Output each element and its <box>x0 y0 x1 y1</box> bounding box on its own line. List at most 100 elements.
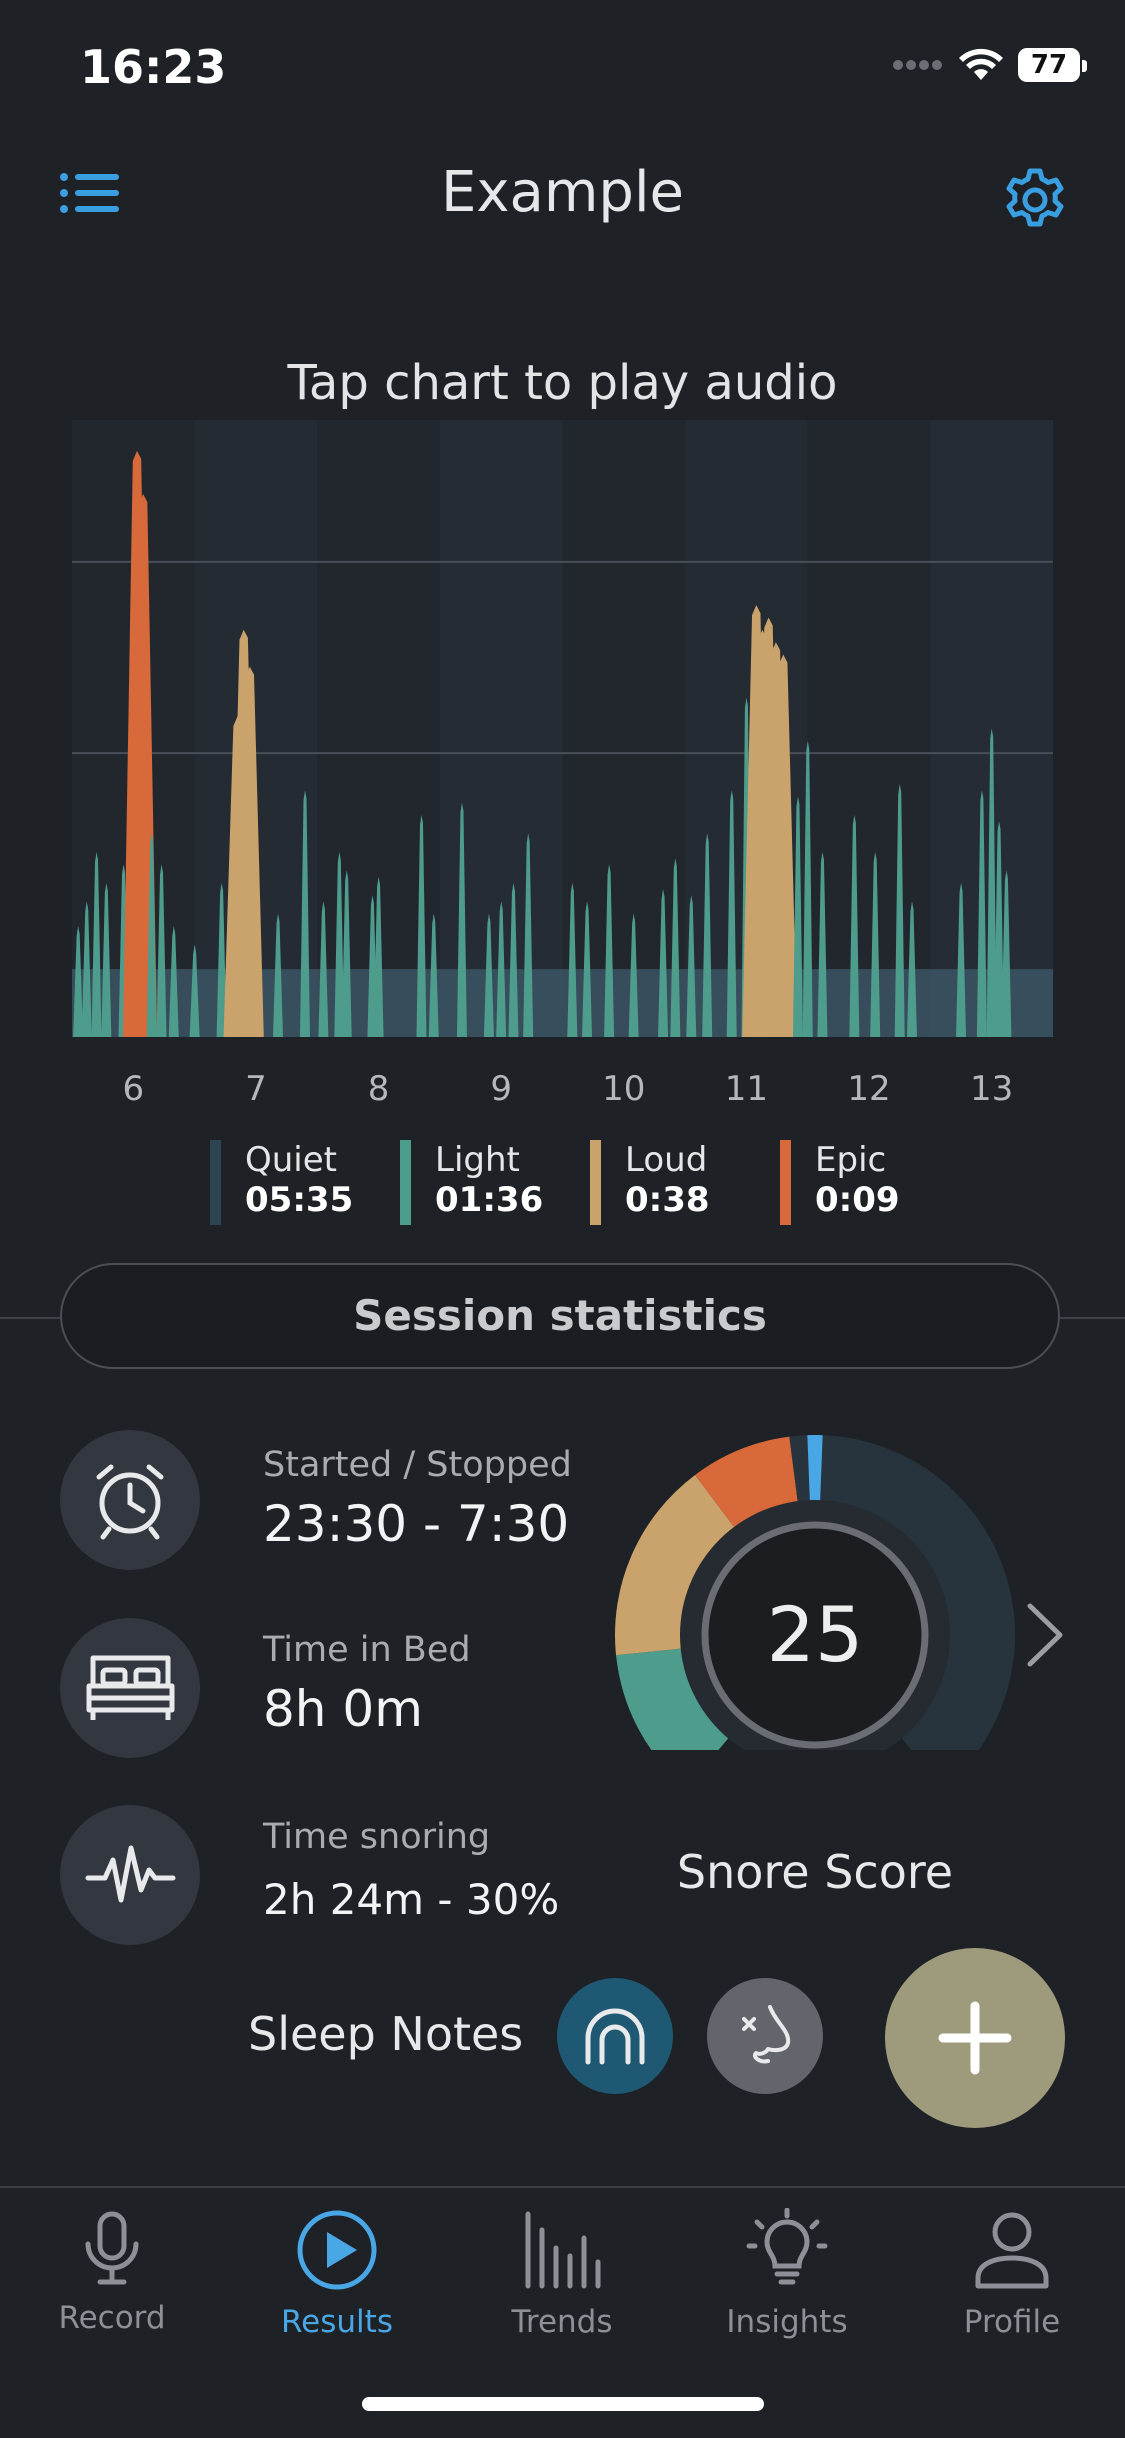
bed-icon <box>60 1618 200 1758</box>
legend-swatch <box>590 1140 601 1225</box>
snore-event-light <box>216 882 227 1037</box>
snore-event-light <box>658 888 669 1037</box>
signal-icon <box>893 60 942 70</box>
snore-event-light <box>567 882 578 1037</box>
gear-icon[interactable] <box>1000 165 1070 235</box>
snore-event-light <box>956 882 967 1037</box>
x-tick-label: 10 <box>602 1069 645 1109</box>
snore-event-light <box>146 833 157 1037</box>
tab-profile[interactable]: Profile <box>912 2208 1112 2340</box>
tab-label: Profile <box>963 2304 1061 2340</box>
sleep-notes-label: Sleep Notes <box>248 2007 524 2061</box>
session-statistics-button[interactable]: Session statistics <box>60 1263 1060 1369</box>
x-tick-label: 7 <box>245 1069 267 1109</box>
mouthguard-note-button[interactable] <box>557 1978 673 2094</box>
time-snoring-value: 2h 24m - 30% <box>263 1875 560 1924</box>
snore-event-light <box>702 833 713 1037</box>
snore-event-light <box>686 895 697 1037</box>
legend-name: Loud <box>625 1140 708 1180</box>
time-in-bed-value: 8h 0m <box>263 1680 423 1738</box>
person-icon <box>975 2212 1049 2289</box>
snore-event-light <box>849 814 860 1037</box>
tab-trends[interactable]: Trends <box>462 2208 662 2340</box>
snore-event-light <box>994 821 1005 1037</box>
snore-event-light <box>189 944 200 1037</box>
tab-label: Trends <box>511 2304 613 2340</box>
divider-left <box>0 1317 60 1319</box>
snore-score-label: Snore Score <box>676 1845 954 1899</box>
snore-event-light <box>168 925 179 1037</box>
microphone-icon <box>85 2211 139 2285</box>
tab-label: Insights <box>726 2304 848 2340</box>
snore-event-light <box>91 851 102 1037</box>
legend-item-quiet: Quiet 05:35 <box>210 1140 400 1225</box>
snore-event-light <box>341 870 352 1037</box>
legend-value: 0:38 <box>625 1180 710 1220</box>
snore-event-light <box>101 882 112 1037</box>
snore-event-light <box>334 851 345 1037</box>
gauge-center <box>701 1521 929 1749</box>
snore-event-light <box>508 882 519 1037</box>
snore-event-light <box>416 814 427 1037</box>
chart-band <box>562 420 686 1037</box>
tab-label: Results <box>281 2304 393 2340</box>
tab-label: Record <box>58 2300 166 2336</box>
divider-right <box>1060 1317 1125 1319</box>
snore-event-light <box>894 784 905 1037</box>
legend-value: 0:09 <box>815 1180 900 1220</box>
legend-item-loud: Loud 0:38 <box>590 1140 780 1225</box>
legend-item-epic: Epic 0:09 <box>780 1140 970 1225</box>
gauge-segment-light <box>616 1647 738 1750</box>
legend-swatch <box>210 1140 221 1225</box>
legend-name: Epic <box>815 1140 887 1180</box>
time-in-bed-label: Time in Bed <box>263 1630 471 1670</box>
list-icon[interactable] <box>55 165 125 225</box>
bar-chart-icon <box>525 2211 601 2289</box>
snore-event-light <box>817 851 828 1037</box>
legend-swatch <box>400 1140 411 1225</box>
legend-name: Light <box>435 1140 520 1180</box>
snore-event-light <box>496 901 507 1037</box>
snore-event-light <box>483 913 494 1037</box>
add-note-button[interactable] <box>885 1948 1065 2128</box>
chevron-right-icon[interactable] <box>1020 1600 1070 1674</box>
legend-value: 05:35 <box>245 1180 354 1220</box>
page-title: Example <box>441 160 684 225</box>
snore-event-light <box>976 790 987 1037</box>
snore-event-light <box>456 802 467 1037</box>
snore-event-light <box>906 901 917 1037</box>
legend-value: 01:36 <box>435 1180 544 1220</box>
snore-event-light <box>373 876 384 1037</box>
snore-event-light <box>273 913 284 1037</box>
snore-event-loud <box>769 654 798 1037</box>
snore-event-light <box>428 913 439 1037</box>
snore-score-gauge[interactable]: 25 <box>600 1420 1030 1750</box>
x-tick-label: 11 <box>725 1069 768 1109</box>
play-circle-icon <box>297 2210 377 2290</box>
chart-legend: Quiet 05:35 Light 01:36 Loud 0:38 Epic 0… <box>210 1140 970 1225</box>
plus-icon <box>938 2001 1012 2075</box>
tab-bar: Record Results Trends Insights Profile <box>0 2186 1125 2438</box>
tab-results[interactable]: Results <box>237 2208 437 2340</box>
snore-event-light <box>604 864 615 1037</box>
snore-score-value: 25 <box>767 1590 864 1679</box>
snore-event-light <box>299 790 310 1037</box>
snore-event-light <box>802 740 813 1037</box>
legend-item-light: Light 01:36 <box>400 1140 590 1225</box>
snore-event-light <box>318 901 329 1037</box>
started-stopped-value: 23:30 - 7:30 <box>263 1495 570 1553</box>
x-tick-label: 6 <box>122 1069 144 1109</box>
started-stopped-label: Started / Stopped <box>263 1445 572 1485</box>
time-snoring-label: Time snoring <box>263 1817 491 1857</box>
tab-insights[interactable]: Insights <box>687 2207 887 2340</box>
x-tick-label: 9 <box>490 1069 512 1109</box>
x-tick-label: 12 <box>847 1069 890 1109</box>
gauge-segment-loud <box>615 1474 744 1656</box>
alarm-clock-icon <box>60 1430 200 1570</box>
snore-event-light <box>870 851 881 1037</box>
nose-note-button[interactable] <box>707 1978 823 2094</box>
snore-event-light <box>726 790 737 1037</box>
tab-record[interactable]: Record <box>12 2208 212 2336</box>
legend-swatch <box>780 1140 791 1225</box>
snore-chart[interactable]: 6 7 8 9 10 11 12 13 <box>0 400 1125 1120</box>
